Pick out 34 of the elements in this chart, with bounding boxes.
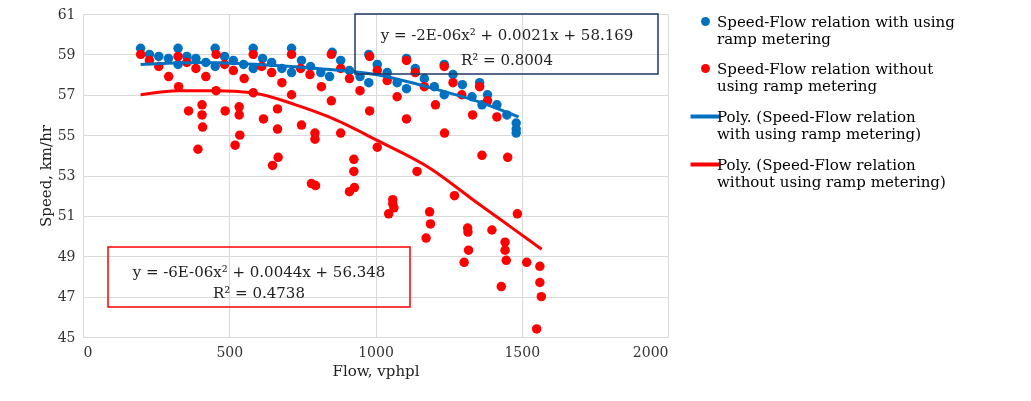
point bbox=[154, 51, 164, 62]
y-tick-label: 61 bbox=[57, 5, 76, 22]
annotation: y = -6E-06x² + 0.0044x + 56.348 bbox=[131, 263, 386, 281]
legend-label: Poly. (Speed-Flow relation without using ramp metering) bbox=[717, 155, 946, 191]
x-tick-label: 1000 bbox=[358, 343, 394, 360]
y-tick-label: 45 bbox=[57, 328, 76, 345]
y-tick-label: 57 bbox=[57, 86, 76, 103]
point bbox=[324, 71, 335, 82]
point bbox=[257, 53, 268, 64]
y-tick-label: 59 bbox=[57, 45, 76, 62]
legend-label: Speed-Flow relation with using ramp metering bbox=[717, 12, 956, 48]
y-tick-label: 55 bbox=[57, 126, 76, 143]
x-tick-label: 500 bbox=[216, 343, 244, 360]
point bbox=[173, 43, 183, 54]
x-tick-label: 0 bbox=[83, 343, 93, 360]
point bbox=[296, 55, 307, 66]
x-tick-label: 1500 bbox=[504, 343, 541, 360]
y-tick-label: 47 bbox=[57, 288, 76, 305]
annotation: R² = 0.8004 bbox=[461, 51, 553, 69]
annotation: R² = 0.4738 bbox=[213, 284, 305, 302]
annotation: y = -2E-06x² + 0.0021x + 58.169 bbox=[379, 26, 634, 44]
y-tick-label: 53 bbox=[57, 167, 76, 183]
x-tick-label: 2000 bbox=[632, 343, 669, 360]
point bbox=[335, 55, 346, 66]
legend-label: Poly. (Speed-Flow relation with using ramp metering) bbox=[717, 107, 922, 143]
point bbox=[286, 67, 297, 78]
point bbox=[401, 83, 412, 94]
y-tick-label: 49 bbox=[57, 247, 76, 264]
point bbox=[364, 77, 374, 88]
y-tick-label: 51 bbox=[57, 207, 76, 224]
x-axis-title: Flow, vphpl bbox=[332, 361, 420, 380]
y-axis-title: Speed, km/hr bbox=[36, 124, 55, 227]
point bbox=[457, 79, 468, 90]
legend-label: Speed-Flow relation without using ramp metering bbox=[717, 59, 934, 95]
